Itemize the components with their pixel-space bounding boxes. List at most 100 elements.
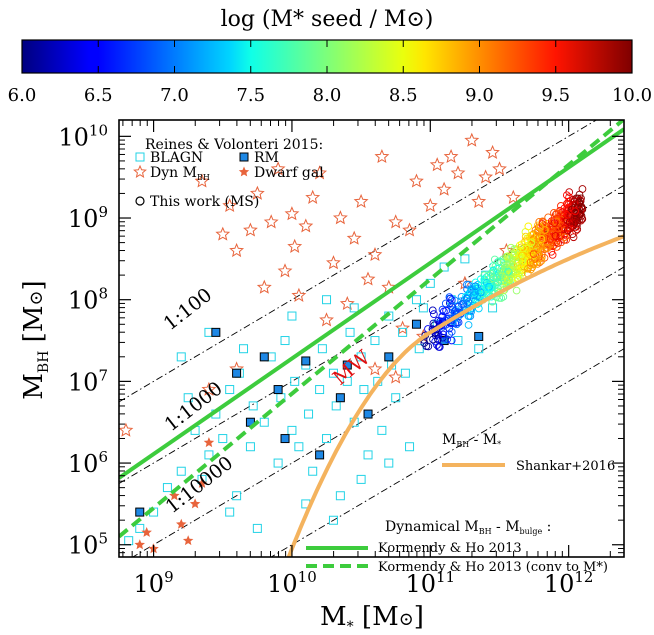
legend-kh: Kormendy & Ho 2013 [378,541,522,556]
dwarf-point [196,478,208,488]
blagn-point [405,442,415,452]
blagn-point [204,450,214,460]
dyn-mbh-point [305,189,321,204]
dyn-mbh-point [402,222,417,237]
blagn-point [363,450,373,460]
colorbar-tick-label: 6.0 [8,85,37,106]
dyn-mbh-point [505,189,521,204]
dyn-mbh-point [388,369,404,384]
this-work-point [550,208,558,217]
this-work-point [494,277,502,286]
y-axis-label: MBH [M⊙] [19,280,52,399]
kormendy-lines [119,120,624,539]
blagn-point [176,466,186,476]
legend-mid-heading: MBH - M* [442,432,501,449]
legend-kh-conv: Kormendy & Ho 2013 (conv to M*) [378,560,608,575]
x-tick-label: 109 [134,568,174,598]
dyn-mbh-point [291,287,307,302]
blagn-point [335,491,345,501]
blagn-point [259,417,269,427]
dwarf-point [134,539,145,550]
this-work-point [559,224,568,233]
rm-point [315,450,325,460]
blagn-point [398,327,408,337]
dyn-mbh-point [450,165,466,180]
this-work-point [575,216,583,225]
this-work-point [568,230,577,238]
dyn-mbh-point [263,214,279,229]
this-work-point [550,219,559,227]
this-work-point [552,243,561,251]
blagn-point [328,515,338,525]
this-work-point [521,232,530,241]
this-work-point [443,335,452,344]
this-work-point [565,193,573,202]
this-work-point [450,307,459,316]
dwarf-point [141,527,152,537]
this-work-point [548,251,557,259]
this-work-point [430,310,438,318]
y-tick-label: 109 [68,203,108,233]
kormendy-conv-line [119,120,624,539]
dyn-mbh-point [312,165,328,180]
blagn-point [315,385,325,395]
blagn-point [287,311,297,321]
blagn-point [218,434,228,444]
dwarf-point [176,518,187,529]
blagn-point [176,352,186,362]
dyn-mbh-point [326,255,341,270]
dyn-mbh-point [229,242,245,258]
blagn-point [225,385,235,395]
this-work-point [483,279,491,287]
rm-point [273,385,283,395]
blagn-point [290,376,300,386]
blagn-point [400,368,410,378]
this-work-point [522,244,531,253]
rm-point [335,393,345,403]
this-work-point [558,208,567,217]
blagn-point [162,483,172,493]
blagn-point [411,295,421,305]
colorbar-tick-label: 6.5 [84,85,113,106]
blagn-point [356,352,366,362]
blagn-point [245,442,255,452]
this-work-point [497,294,506,302]
this-work-point [446,294,455,303]
this-work-points [419,185,587,351]
this-work-point [536,245,545,253]
legend-top: Reines & Volonteri 2015: BLAGN RM Dyn MB… [133,137,324,210]
this-work-point [552,217,561,226]
dyn-mbh-point [215,226,231,241]
this-work-point [547,230,556,238]
dyn-mbh-point [346,230,362,245]
this-work-point [448,303,457,312]
this-work-point [493,264,501,273]
blagn-point [331,401,341,411]
blagn-point [356,474,366,484]
dyn-mbh-point [429,157,445,172]
this-work-point [562,200,571,208]
colorbar-tick-label: 8.5 [389,85,418,106]
this-work-point [527,231,536,240]
plot-area [119,120,624,557]
dyn-mbh-point [436,181,452,196]
this-work-point [570,197,579,205]
dyn-mbh-point [485,144,500,159]
this-work-point [485,282,493,291]
colorbar-tick-label: 10.0 [612,85,652,106]
colorbar-ticks: 6.0 6.5 7.0 7.5 8.0 8.5 9.0 9.5 10.0 [8,40,652,106]
this-work-point [563,226,572,235]
colorbar-tick-label: 7.5 [236,85,265,106]
blagn-point [248,401,258,411]
this-work-point [573,219,581,227]
rm-point [301,356,311,366]
blagn-point [359,385,369,395]
blagn-points [124,254,498,546]
rm-point [474,331,484,341]
this-work-point [509,268,518,277]
dyn-mbh-point [243,222,258,237]
blagn-point [280,336,290,346]
this-work-point [536,240,545,249]
dyn-mbh-point [119,422,134,437]
